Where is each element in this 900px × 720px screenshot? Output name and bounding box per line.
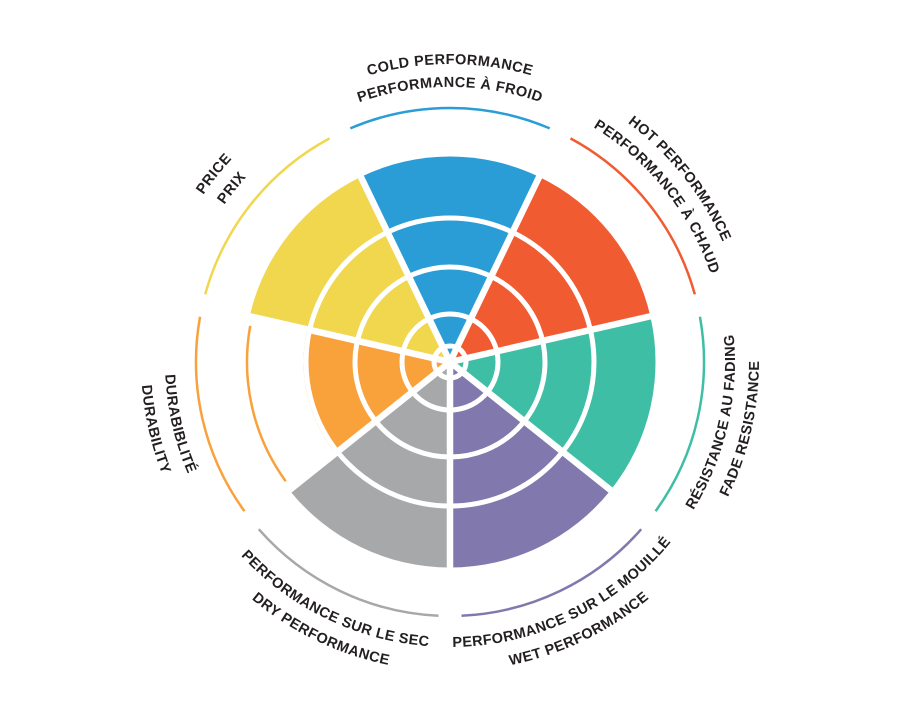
label-hot-en-text: HOT PERFORMANCE bbox=[625, 113, 733, 244]
radial-separator bbox=[354, 167, 453, 364]
label-hot-en: HOT PERFORMANCE bbox=[625, 113, 734, 244]
wedge-price bbox=[249, 176, 450, 362]
label-cold-fr-text: PERFORMANCE À FROID bbox=[355, 75, 544, 106]
label-cold-fr: PERFORMANCE À FROID bbox=[355, 75, 544, 106]
outer-arc-dry-ring5 bbox=[257, 528, 439, 617]
wedge-hot bbox=[450, 176, 651, 362]
outer-arc-hot-ring5 bbox=[569, 137, 697, 295]
outer-arc-fade-ring5 bbox=[654, 316, 706, 512]
outer-arc-price-ring5 bbox=[203, 137, 331, 295]
radial-separator bbox=[280, 359, 453, 498]
wedge-cold bbox=[360, 156, 540, 362]
radial-separator bbox=[447, 167, 546, 364]
radial-separator bbox=[240, 311, 451, 366]
outer-arc-durability-ring4 bbox=[245, 325, 287, 482]
outer-arc-wet-ring5 bbox=[461, 528, 643, 617]
wedge-fade bbox=[450, 316, 656, 491]
wedge-dry bbox=[289, 362, 450, 568]
radial-separator bbox=[449, 311, 660, 366]
radial-separator bbox=[447, 359, 620, 498]
wedge-durability bbox=[303, 329, 450, 454]
wedge-wet bbox=[450, 362, 611, 568]
wheel-wedges-group bbox=[194, 106, 706, 617]
outer-arc-durability-ring5 bbox=[194, 316, 246, 512]
outer-arc-cold-ring5 bbox=[349, 106, 551, 130]
